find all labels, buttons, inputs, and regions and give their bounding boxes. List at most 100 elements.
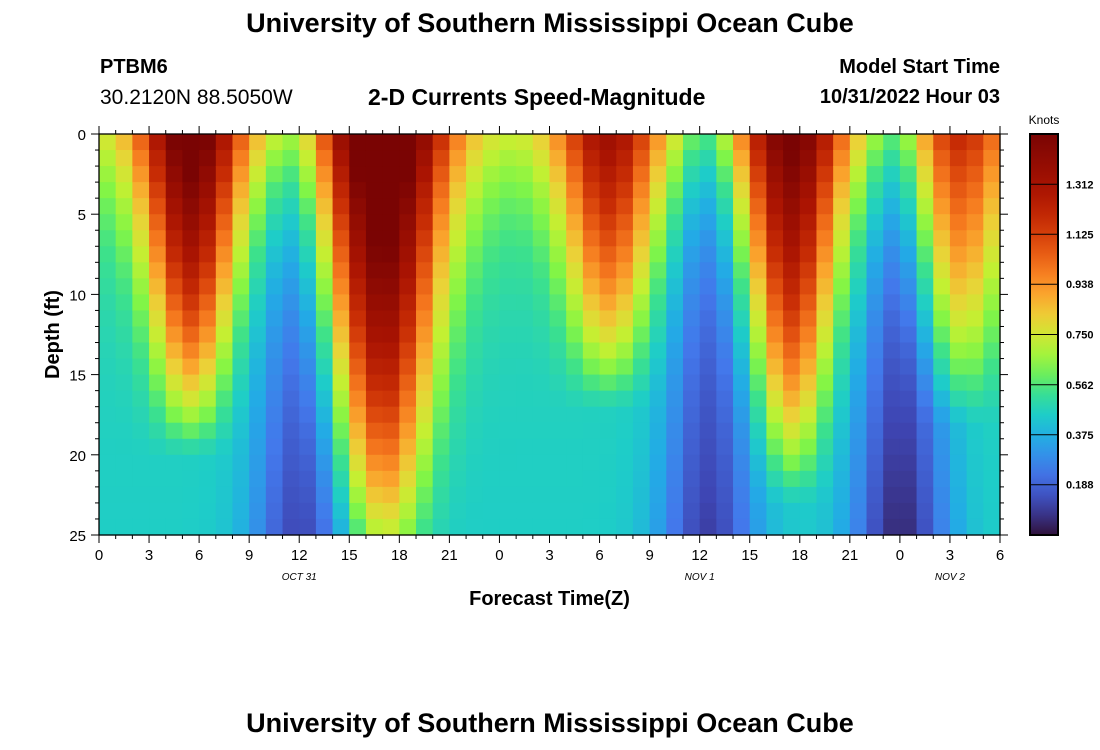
- heatmap-cell: [983, 358, 1001, 376]
- heatmap-cell: [599, 310, 617, 328]
- heatmap-cell: [716, 502, 734, 520]
- heatmap-cell: [449, 310, 467, 328]
- heatmap-cell: [165, 422, 184, 440]
- heatmap-cell: [282, 342, 300, 360]
- date-label: NOV 1: [685, 572, 715, 583]
- heatmap-cell: [599, 390, 617, 408]
- colorbar: Knots 0.188 0.375 0.562 0.750 0.938 1.125 1.31…: [1029, 113, 1094, 536]
- heatmap-cell: [215, 374, 234, 392]
- heatmap-cell: [115, 358, 133, 376]
- heatmap-cell: [132, 358, 150, 376]
- heatmap-cell: [532, 230, 551, 247]
- heatmap-cell: [716, 390, 734, 408]
- heatmap-cell: [616, 518, 634, 536]
- heatmap-cell: [249, 358, 267, 376]
- heatmap-cell: [232, 230, 250, 247]
- heatmap-cell: [232, 502, 250, 520]
- heatmap-cell: [315, 422, 334, 440]
- heatmap-cell: [866, 422, 884, 440]
- heatmap-cell: [299, 294, 317, 312]
- heatmap-cell: [115, 406, 133, 424]
- heatmap-cell: [432, 438, 450, 456]
- heatmap-cell: [966, 214, 984, 231]
- heatmap-cell: [299, 150, 317, 167]
- heatmap-cell: [883, 278, 901, 295]
- heatmap-cell: [232, 454, 250, 472]
- y-tick-label: 5: [78, 207, 86, 224]
- heatmap-cell: [733, 422, 751, 440]
- heatmap-cell: [933, 230, 951, 247]
- heatmap-cell: [199, 390, 217, 408]
- heatmap-cell: [983, 230, 1001, 247]
- heatmap-cell: [783, 390, 801, 408]
- y-tick-label: 10: [69, 287, 86, 304]
- heatmap-cell: [99, 230, 117, 247]
- heatmap-cell: [749, 486, 768, 504]
- heatmap-cell: [883, 470, 901, 488]
- heatmap-cell: [933, 470, 951, 488]
- heatmap-cell: [966, 134, 984, 151]
- heatmap-cell: [949, 214, 968, 231]
- heatmap-cell: [966, 390, 984, 408]
- heatmap-cell: [816, 294, 834, 312]
- heatmap-cell: [532, 502, 551, 520]
- heatmap-cell: [799, 198, 818, 215]
- heatmap-cell: [449, 230, 467, 247]
- heatmap-cell: [849, 198, 868, 215]
- heatmap-cell: [949, 342, 968, 360]
- heatmap-cell: [349, 374, 367, 392]
- heatmap-cell: [749, 438, 768, 456]
- heatmap-cell: [816, 214, 834, 231]
- heatmap-cell: [682, 438, 701, 456]
- heatmap-cell: [699, 470, 717, 488]
- heatmap-cell: [332, 294, 350, 312]
- heatmap-cell: [165, 278, 184, 295]
- heatmap-cell: [833, 358, 851, 376]
- heatmap-cell: [716, 518, 734, 536]
- heatmap-cell: [866, 406, 884, 424]
- heatmap-cell: [132, 230, 150, 247]
- heatmap-cell: [249, 214, 267, 231]
- heatmap-cell: [249, 406, 267, 424]
- heatmap-cell: [399, 166, 417, 183]
- heatmap-cell: [966, 486, 984, 504]
- heatmap-cell: [466, 214, 484, 231]
- heatmap-cell: [866, 438, 884, 456]
- heatmap-cell: [382, 326, 400, 344]
- heatmap-cell: [499, 454, 517, 472]
- heatmap-cell: [649, 278, 667, 295]
- heatmap-cell: [532, 166, 551, 183]
- heatmap-cell: [666, 406, 684, 424]
- heatmap-cell: [699, 374, 717, 392]
- heatmap-cell: [482, 278, 501, 295]
- heatmap-cell: [532, 198, 551, 215]
- heatmap-cell: [866, 230, 884, 247]
- heatmap-cell: [883, 438, 901, 456]
- heatmap-cell: [983, 422, 1001, 440]
- heatmap-cell: [632, 390, 651, 408]
- heatmap-cell: [399, 374, 417, 392]
- x-tick-label: 6: [996, 547, 1004, 564]
- heatmap-cell: [699, 358, 717, 376]
- heatmap-cell: [883, 390, 901, 408]
- heatmap-cell: [149, 470, 167, 488]
- heatmap-cell: [149, 182, 167, 199]
- colorbar-tick-label: 0.188: [1066, 480, 1094, 492]
- heatmap-cell: [966, 438, 984, 456]
- heatmap-cell: [215, 326, 234, 344]
- heatmap-cell: [983, 438, 1001, 456]
- heatmap-cell: [499, 358, 517, 376]
- heatmap-cell: [849, 230, 868, 247]
- heatmap-cell: [149, 134, 167, 151]
- heatmap-cell: [399, 246, 417, 263]
- heatmap-cell: [933, 438, 951, 456]
- heatmap-cell: [666, 150, 684, 167]
- heatmap-cell: [466, 230, 484, 247]
- heatmap-cell: [733, 150, 751, 167]
- heatmap-cell: [716, 374, 734, 392]
- heatmap-cell: [582, 502, 601, 520]
- heatmap-cell: [883, 214, 901, 231]
- heatmap-cell: [382, 294, 400, 312]
- heatmap-cell: [215, 518, 234, 536]
- heatmap-cell: [983, 214, 1001, 231]
